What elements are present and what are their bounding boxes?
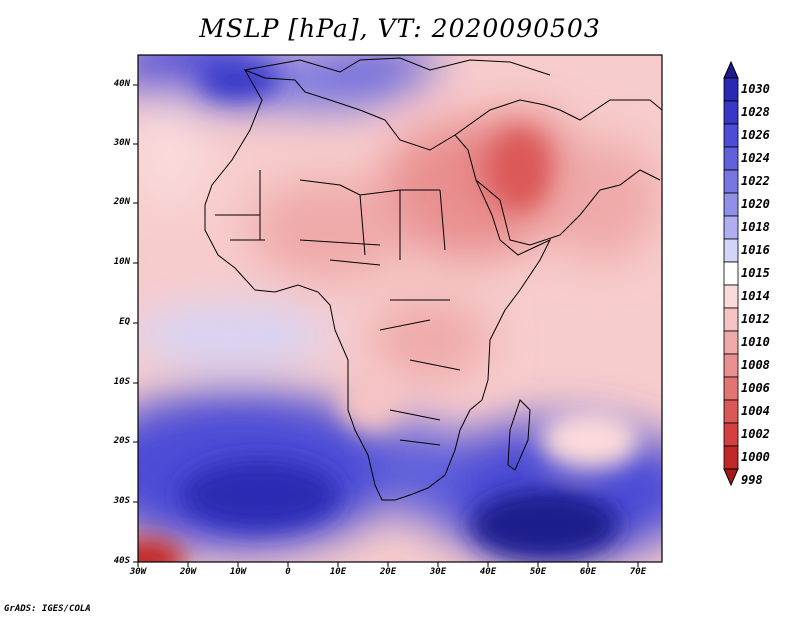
colorbar xyxy=(723,60,739,487)
colorbar-label: 1016 xyxy=(741,243,770,257)
axis-ticks xyxy=(133,84,639,567)
colorbar-label: 1015 xyxy=(741,266,770,280)
colorbar-label: 1004 xyxy=(741,404,770,418)
colorbar-label: 1024 xyxy=(741,151,770,165)
colorbar-label: 1012 xyxy=(741,312,770,326)
lon-label: 20E xyxy=(379,567,397,577)
colorbar-label: 1010 xyxy=(741,335,770,349)
colorbar-label: 1018 xyxy=(741,220,770,234)
lon-label: 60E xyxy=(579,567,597,577)
lat-label: EQ xyxy=(119,317,130,327)
lon-label: 40E xyxy=(479,567,497,577)
colorbar-swatch xyxy=(723,146,739,171)
colorbar-swatch xyxy=(723,77,739,102)
colorbar-swatch xyxy=(723,445,739,470)
colorbar-swatch xyxy=(723,284,739,309)
lon-label: 30E xyxy=(429,567,447,577)
colorbar-swatch xyxy=(723,100,739,125)
lat-label: 20S xyxy=(113,436,130,446)
colorbar-swatch xyxy=(723,192,739,217)
colorbar-label: 998 xyxy=(741,473,763,487)
lat-label: 10S xyxy=(113,377,130,387)
colorbar-label: 1020 xyxy=(741,197,770,211)
colorbar-swatch xyxy=(723,330,739,355)
lat-label: 10N xyxy=(113,257,130,267)
pressure-field xyxy=(138,55,662,562)
lat-label: 30S xyxy=(113,496,130,506)
colorbar-label: 1022 xyxy=(741,174,770,188)
coastlines xyxy=(204,57,662,501)
colorbar-arrow-bottom xyxy=(723,468,739,487)
colorbar-label: 1028 xyxy=(741,105,770,119)
colorbar-swatch xyxy=(723,169,739,194)
grads-credit: GrADS: IGES/COLA xyxy=(4,604,91,614)
lon-label: 70E xyxy=(629,567,647,577)
colorbar-arrow-top xyxy=(723,60,739,79)
map-frame xyxy=(137,54,663,563)
lon-label: 20W xyxy=(179,567,197,577)
colorbar-swatch xyxy=(723,261,739,286)
colorbar-swatch xyxy=(723,215,739,240)
colorbar-swatch xyxy=(723,238,739,263)
colorbar-swatch xyxy=(723,376,739,401)
colorbar-label: 1026 xyxy=(741,128,770,142)
colorbar-label: 1030 xyxy=(741,82,770,96)
colorbar-swatch xyxy=(723,422,739,447)
lon-label: 50E xyxy=(529,567,547,577)
colorbar-label: 1000 xyxy=(741,450,770,464)
map-title: MSLP [hPa], VT: 2020090503 xyxy=(199,14,601,43)
colorbar-label: 1002 xyxy=(741,427,770,441)
colorbar-swatch xyxy=(723,123,739,148)
colorbar-swatch xyxy=(723,307,739,332)
lon-label: 10W xyxy=(229,567,247,577)
lon-label: 30W xyxy=(129,567,147,577)
lat-label: 40N xyxy=(113,79,130,89)
colorbar-swatch xyxy=(723,353,739,378)
lon-label: 0 xyxy=(285,567,291,577)
colorbar-swatch xyxy=(723,399,739,424)
lon-label: 10E xyxy=(329,567,347,577)
colorbar-label: 1014 xyxy=(741,289,770,303)
colorbar-label: 1006 xyxy=(741,381,770,395)
lat-label: 30N xyxy=(113,138,130,148)
lat-label: 20N xyxy=(113,197,130,207)
lat-label: 40S xyxy=(113,556,130,566)
colorbar-label: 1008 xyxy=(741,358,770,372)
